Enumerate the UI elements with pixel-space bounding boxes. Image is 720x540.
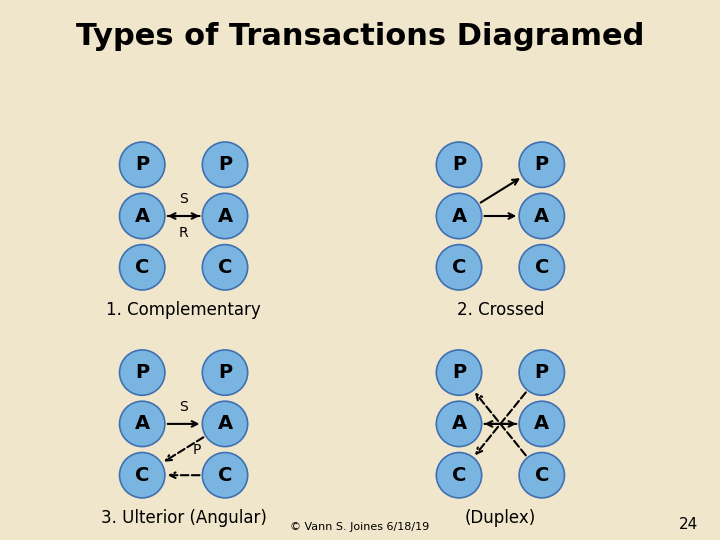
Ellipse shape — [436, 142, 482, 187]
Text: P: P — [218, 363, 232, 382]
Ellipse shape — [436, 193, 482, 239]
Text: P: P — [452, 155, 466, 174]
Text: C: C — [135, 465, 149, 485]
Text: P: P — [135, 155, 149, 174]
Ellipse shape — [436, 245, 482, 290]
Text: 24: 24 — [679, 517, 698, 532]
Text: S: S — [179, 192, 188, 206]
Text: C: C — [535, 258, 549, 277]
Text: C: C — [452, 258, 466, 277]
Text: A: A — [217, 206, 233, 226]
Ellipse shape — [120, 245, 165, 290]
Text: 3. Ulterior (Angular): 3. Ulterior (Angular) — [101, 509, 266, 527]
Text: C: C — [135, 258, 149, 277]
Text: © Vann S. Joines 6/18/19: © Vann S. Joines 6/18/19 — [290, 522, 430, 532]
Text: 1. Complementary: 1. Complementary — [107, 301, 261, 319]
Ellipse shape — [202, 193, 248, 239]
Ellipse shape — [519, 245, 564, 290]
Ellipse shape — [519, 453, 564, 498]
Text: (Duplex): (Duplex) — [465, 509, 536, 527]
Text: A: A — [217, 414, 233, 434]
Ellipse shape — [202, 350, 248, 395]
Ellipse shape — [519, 350, 564, 395]
Text: P: P — [218, 155, 232, 174]
Ellipse shape — [436, 401, 482, 447]
Text: C: C — [218, 258, 232, 277]
Text: A: A — [451, 414, 467, 434]
Text: C: C — [218, 465, 232, 485]
Text: P: P — [535, 363, 549, 382]
Ellipse shape — [519, 401, 564, 447]
Ellipse shape — [120, 453, 165, 498]
Text: P: P — [135, 363, 149, 382]
Text: S: S — [179, 400, 188, 414]
Text: A: A — [135, 414, 150, 434]
Text: P: P — [452, 363, 466, 382]
Text: A: A — [534, 414, 549, 434]
Ellipse shape — [202, 453, 248, 498]
Text: P: P — [535, 155, 549, 174]
Text: R: R — [179, 226, 189, 240]
Text: P: P — [192, 443, 201, 456]
Ellipse shape — [202, 401, 248, 447]
Text: A: A — [534, 206, 549, 226]
Text: A: A — [451, 206, 467, 226]
Text: Types of Transactions Diagramed: Types of Transactions Diagramed — [76, 22, 644, 51]
Ellipse shape — [202, 245, 248, 290]
Ellipse shape — [120, 350, 165, 395]
Ellipse shape — [120, 142, 165, 187]
Text: 2. Crossed: 2. Crossed — [456, 301, 544, 319]
Ellipse shape — [436, 453, 482, 498]
Text: C: C — [452, 465, 466, 485]
Ellipse shape — [519, 193, 564, 239]
Text: A: A — [135, 206, 150, 226]
Ellipse shape — [202, 142, 248, 187]
Ellipse shape — [120, 193, 165, 239]
Ellipse shape — [519, 142, 564, 187]
Text: C: C — [535, 465, 549, 485]
Ellipse shape — [120, 401, 165, 447]
Ellipse shape — [436, 350, 482, 395]
